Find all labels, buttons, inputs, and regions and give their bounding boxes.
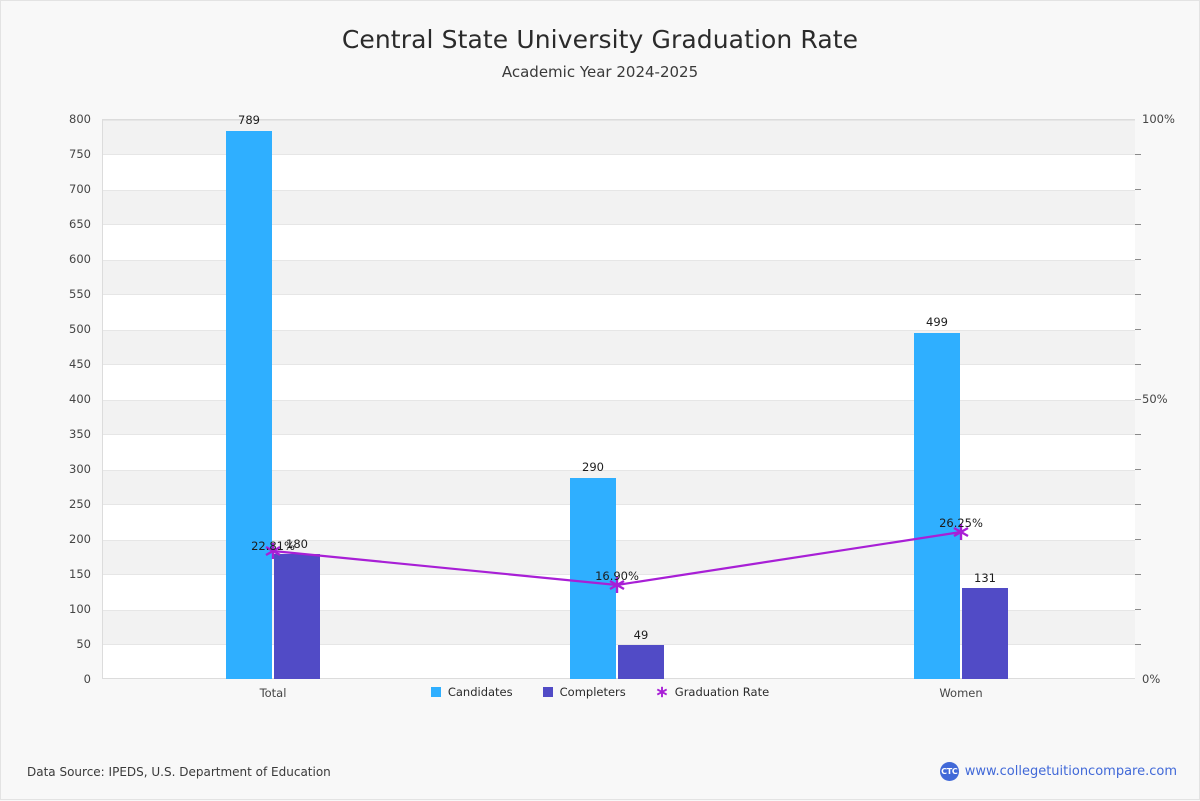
bar-completers-total[interactable]	[274, 554, 320, 679]
right-axis-tick-mark	[1135, 434, 1141, 435]
right-axis-tick-mark	[1135, 574, 1141, 575]
right-axis-tick-mark	[1135, 294, 1141, 295]
bar-value-label: 131	[974, 571, 996, 585]
y-tick-label: 750	[69, 147, 91, 161]
right-axis-tick-mark	[1135, 609, 1141, 610]
grid-band	[103, 330, 1135, 365]
right-axis-tick-label: 100%	[1142, 112, 1175, 126]
y-tick-label: 500	[69, 322, 91, 336]
y-tick-label: 250	[69, 497, 91, 511]
legend-label: Graduation Rate	[674, 685, 770, 699]
rate-value-label: 16.90%	[595, 569, 639, 583]
grid-band	[103, 470, 1135, 505]
y-tick-label: 600	[69, 252, 91, 266]
bar-completers-women[interactable]	[962, 588, 1008, 679]
x-tick-label-women: Women	[939, 686, 983, 700]
bar-candidates-women[interactable]	[914, 333, 960, 679]
right-axis-tick-mark	[1135, 504, 1141, 505]
y-tick-label: 50	[76, 637, 91, 651]
bar-value-label: 499	[926, 315, 948, 329]
square-swatch-icon	[542, 687, 553, 697]
right-axis-tick-label: 0%	[1142, 672, 1161, 686]
right-axis-tick-mark	[1135, 154, 1141, 155]
rate-value-label: 22.81%	[251, 539, 295, 553]
right-axis-tick-mark	[1135, 469, 1141, 470]
y-tick-label: 700	[69, 182, 91, 196]
y-tick-label: 800	[69, 112, 91, 126]
chart-legend: Candidates Completers Graduation Rate	[1, 684, 1199, 700]
grid-band	[103, 400, 1135, 435]
brand-link[interactable]: CTC www.collegetuitioncompare.com	[939, 762, 1177, 781]
y-tick-label: 100	[69, 602, 91, 616]
right-axis-tick-label: 50%	[1142, 392, 1168, 406]
x-tick-label-total: Total	[259, 686, 287, 700]
y-tick-label: 150	[69, 567, 91, 581]
right-axis-tick-mark	[1135, 364, 1141, 365]
right-axis-tick-mark	[1135, 224, 1141, 225]
chart-subtitle: Academic Year 2024-2025	[501, 63, 699, 81]
legend-item-candidates[interactable]: Candidates	[428, 684, 515, 700]
data-source-text: Data Source: IPEDS, U.S. Department of E…	[27, 765, 331, 779]
grid-band	[103, 260, 1135, 295]
brand-url-text: www.collegetuitioncompare.com	[964, 764, 1177, 779]
bar-candidates-total[interactable]	[226, 131, 272, 679]
bar-value-label: 290	[582, 460, 604, 474]
asterisk-marker-icon	[656, 686, 668, 698]
page-title: Central State University Graduation Rate	[341, 25, 859, 54]
y-tick-label: 200	[69, 532, 91, 546]
ctc-logo-icon: CTC	[939, 762, 959, 781]
right-axis-tick-mark	[1135, 329, 1141, 330]
legend-item-graduation-rate[interactable]: Graduation Rate	[653, 684, 772, 700]
right-axis-tick-mark	[1135, 539, 1141, 540]
square-swatch-icon	[430, 687, 441, 697]
right-axis-tick-mark	[1135, 259, 1141, 260]
rate-value-label: 26.25%	[939, 516, 983, 530]
right-axis-tick-mark	[1135, 399, 1141, 400]
y-tick-label: 550	[69, 287, 91, 301]
bar-value-label: 49	[633, 628, 649, 642]
bar-completers-men[interactable]	[618, 645, 664, 679]
y-tick-label: 0	[83, 672, 91, 686]
y-tick-label: 300	[69, 462, 91, 476]
legend-label: Candidates	[447, 685, 513, 699]
grid-band	[103, 190, 1135, 225]
y-tick-label: 450	[69, 357, 91, 371]
right-axis-tick-mark	[1135, 189, 1141, 190]
legend-item-completers[interactable]: Completers	[540, 684, 628, 700]
right-axis-tick-mark	[1135, 644, 1141, 645]
bar-value-label: 789	[238, 113, 260, 127]
legend-label: Completers	[559, 685, 626, 699]
y-tick-label: 650	[69, 217, 91, 231]
grid-band	[103, 120, 1135, 155]
y-tick-label: 350	[69, 427, 91, 441]
y-tick-label: 400	[69, 392, 91, 406]
